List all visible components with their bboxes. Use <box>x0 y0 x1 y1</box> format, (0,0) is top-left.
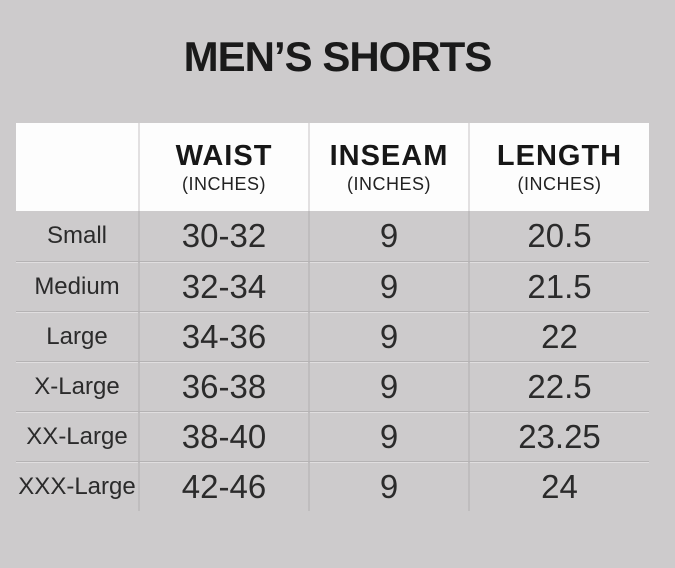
length-value: 21.5 <box>468 262 649 311</box>
column-header-label: WAIST <box>175 139 273 172</box>
size-table: WAIST (INCHES) INSEAM (INCHES) LENGTH (I… <box>16 123 649 511</box>
size-label: Large <box>46 322 108 350</box>
column-header-inseam: INSEAM (INCHES) <box>308 123 468 211</box>
column-header-unit: (INCHES) <box>517 173 602 194</box>
length-value: 24 <box>468 462 649 511</box>
column-header-size <box>16 123 138 211</box>
inseam-value: 9 <box>308 412 468 461</box>
column-header-label: INSEAM <box>329 139 449 172</box>
table-row-xxx-large: XXX-Large 42-46 9 24 <box>16 461 649 511</box>
size-label: Small <box>46 222 107 249</box>
inseam-value: 9 <box>308 312 468 361</box>
size-label: X-Large <box>34 372 120 400</box>
length-value: 20.5 <box>468 211 649 261</box>
size-label: Medium <box>34 272 120 300</box>
column-header-length: LENGTH (INCHES) <box>468 123 649 211</box>
inseam-value: 9 <box>308 262 468 311</box>
table-row-x-large: X-Large 36-38 9 22.5 <box>16 361 649 411</box>
size-label: XX-Large <box>26 422 128 450</box>
waist-value: 38-40 <box>138 412 308 461</box>
column-header-unit: (INCHES) <box>182 173 266 194</box>
length-value: 23.25 <box>468 412 649 461</box>
size-label: XXX-Large <box>18 472 136 500</box>
waist-value: 36-38 <box>138 362 308 411</box>
table-row-xx-large: XX-Large 38-40 9 23.25 <box>16 411 649 461</box>
inseam-value: 9 <box>308 362 468 411</box>
waist-value: 30-32 <box>138 211 308 261</box>
waist-value: 42-46 <box>138 462 308 511</box>
inseam-value: 9 <box>308 462 468 511</box>
waist-value: 32-34 <box>138 262 308 311</box>
table-header-row: WAIST (INCHES) INSEAM (INCHES) LENGTH (I… <box>16 123 649 211</box>
table-row-large: Large 34-36 9 22 <box>16 311 649 361</box>
column-header-waist: WAIST (INCHES) <box>138 123 308 211</box>
column-header-label: LENGTH <box>496 139 623 172</box>
table-row-medium: Medium 32-34 9 21.5 <box>16 261 649 311</box>
waist-value: 34-36 <box>138 312 308 361</box>
length-value: 22.5 <box>468 362 649 411</box>
table-row-small: Small 30-32 9 20.5 <box>16 211 649 261</box>
page-title: MEN’S SHORTS <box>183 33 493 80</box>
column-header-unit: (INCHES) <box>347 173 431 194</box>
inseam-value: 9 <box>308 211 468 261</box>
length-value: 22 <box>468 312 649 361</box>
